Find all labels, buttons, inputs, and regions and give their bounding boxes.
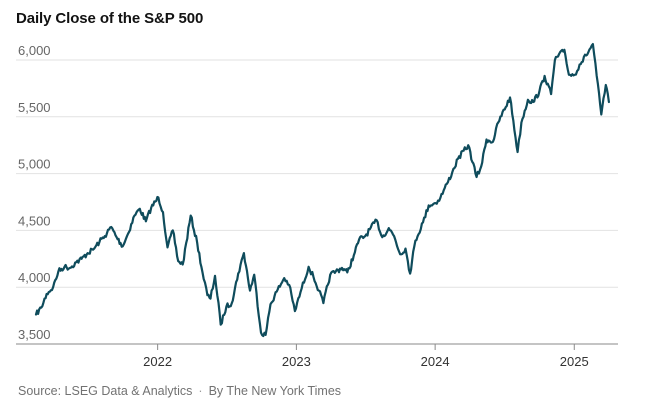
y-gridlines [16,59,618,288]
chart-title: Daily Close of the S&P 500 [16,10,204,27]
x-axis [16,343,618,350]
y-tick-label: 4,500 [18,213,51,228]
y-tick-label: 5,000 [18,157,51,172]
x-tick-label: 2025 [560,354,589,369]
credit-note: By The New York Times [208,384,342,398]
y-tick-label: 6,000 [18,43,51,58]
series-layer [34,43,610,338]
series-line-sp500-close [34,43,610,338]
x-tick-label: 2024 [421,354,450,369]
y-tick-label: 5,500 [18,100,51,115]
footer-separator: · [198,384,203,398]
x-tick-label: 2022 [143,354,172,369]
y-tick-label: 3,500 [18,327,51,342]
chart-footer: Source: LSEG Data & Analytics · By The New… [18,384,341,398]
x-tick-labels: 2022 2023 2024 2025 [143,354,589,369]
y-tick-label: 4,000 [18,270,51,285]
x-tick-label: 2023 [282,354,311,369]
y-tick-labels: 3,500 4,000 4,500 5,000 5,500 6,000 [18,43,51,342]
source-note: Source: LSEG Data & Analytics [18,384,193,398]
